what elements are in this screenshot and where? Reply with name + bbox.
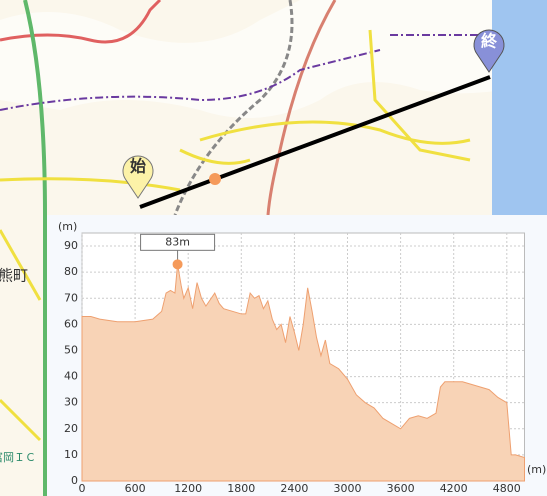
end-pin [473, 29, 505, 73]
x-tick-label: 1200 [174, 482, 202, 495]
x-tick-label: 3000 [334, 482, 362, 495]
route-position [209, 173, 221, 185]
annotation-point [172, 259, 183, 270]
place-label: 熊町 [0, 267, 28, 285]
x-tick-label: 2400 [280, 482, 308, 495]
y-tick-label: 30 [64, 396, 78, 409]
ic-label: 富岡ＩＣ [0, 450, 36, 464]
annotation-box [140, 233, 216, 251]
y-tick-label: 70 [64, 291, 78, 304]
route-line [139, 75, 491, 209]
y-tick-label: 80 [64, 265, 78, 278]
y-tick-label: 50 [64, 343, 78, 356]
y-tick-label: 20 [64, 422, 78, 435]
x-tick-label: 4200 [440, 482, 468, 495]
y-axis-label: (m) [58, 220, 77, 233]
end-label: 終 [481, 32, 498, 51]
x-tick-label: 600 [125, 482, 146, 495]
start-pin [122, 155, 154, 199]
terrain [0, 0, 547, 118]
expressway [23, 0, 47, 496]
road-red [0, 0, 162, 44]
y-tick-label: 0 [71, 474, 78, 487]
road-yellow [0, 29, 471, 442]
x-axis-label: (m) [527, 463, 546, 476]
elevation-chart: (m) (m) 0 10 20 30 40 50 60 70 80 90 0 600 1200 1800 2… [47, 215, 547, 496]
y-tick-label: 40 [64, 370, 78, 383]
x-tick-label: 1800 [227, 482, 255, 495]
x-tick-label: 4800 [493, 482, 521, 495]
x-tick-label: 0 [79, 482, 86, 495]
annotation-label: 83m [165, 235, 190, 248]
road-red [266, 0, 337, 216]
y-tick-label: 10 [64, 448, 78, 461]
y-tick-label: 90 [64, 239, 78, 252]
elevation-area [81, 264, 525, 482]
y-tick-label: 60 [64, 317, 78, 330]
railway [173, 0, 294, 216]
start-label: 始 [130, 157, 146, 176]
sea [492, 0, 547, 215]
boundary [0, 49, 381, 111]
x-tick-label: 3600 [387, 482, 415, 495]
